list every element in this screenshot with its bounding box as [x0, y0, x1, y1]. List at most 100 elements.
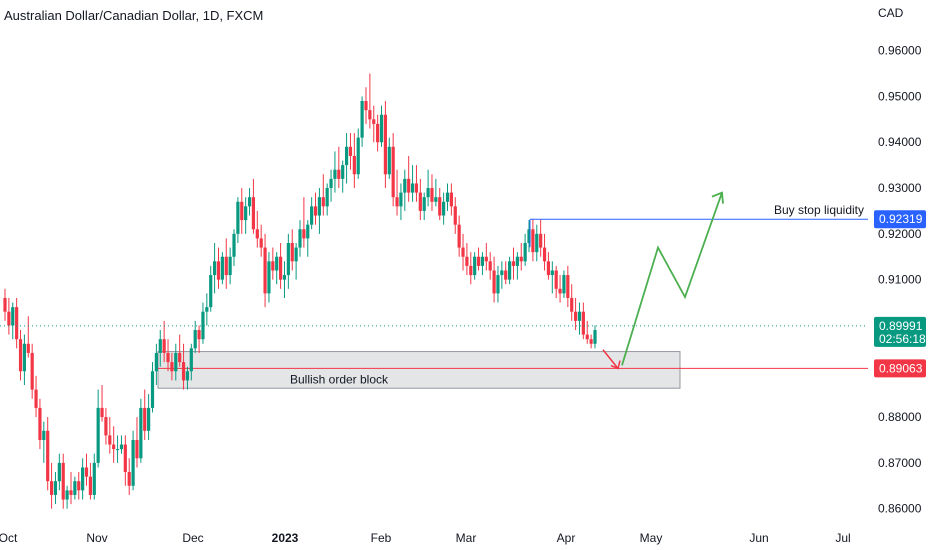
candle-body: [294, 247, 298, 262]
projection-path: [621, 192, 723, 366]
x-tick-label: Jul: [835, 531, 850, 545]
candle-body: [131, 439, 135, 486]
order-block-price-text: 0.89063: [879, 361, 923, 375]
candle-body: [410, 183, 415, 193]
candle-body: [341, 165, 345, 179]
candle-body: [461, 247, 465, 257]
x-tick-label: Dec: [182, 531, 203, 545]
candle-body: [11, 307, 15, 326]
candle-body: [275, 256, 279, 271]
drop-arrow-line: [602, 349, 619, 369]
candle-body: [523, 243, 527, 262]
current-price-text: 0.89991: [879, 319, 923, 333]
y-tick-label: 0.93000: [878, 181, 922, 195]
candle-body: [119, 444, 124, 450]
candle-body: [573, 311, 578, 321]
y-tick-label: 0.88000: [878, 410, 922, 424]
candle-body: [519, 256, 523, 262]
candle-body: [15, 307, 19, 340]
candle-body: [589, 339, 593, 344]
candle-body: [504, 270, 508, 280]
candle-body: [81, 467, 85, 491]
candle-body: [240, 201, 244, 221]
candle-body: [414, 183, 419, 193]
projection-arrow-head: [711, 191, 724, 204]
candle-body: [73, 481, 77, 495]
candle-body: [453, 206, 457, 225]
candle-body: [387, 146, 391, 175]
order-block-label: Bullish order block: [290, 372, 389, 386]
candle-body: [566, 275, 570, 298]
candle-body: [213, 261, 217, 276]
y-tick-label: 0.91000: [878, 273, 922, 287]
candle-body: [344, 146, 349, 166]
candle-body: [290, 243, 294, 262]
candle-body: [368, 110, 372, 120]
candle-body: [356, 137, 360, 175]
candle-body: [531, 229, 535, 253]
candle-body: [581, 311, 585, 335]
candle-body: [49, 481, 54, 495]
buy-stop-label: Buy stop liquidity: [774, 203, 864, 217]
drop-arrow-head: [610, 360, 621, 370]
candle-body: [92, 462, 96, 495]
candle-body: [511, 261, 516, 266]
candle-body: [108, 435, 112, 445]
candle-body: [251, 197, 256, 230]
candle-body: [154, 352, 158, 372]
candle-body: [469, 265, 473, 276]
candle-body: [271, 261, 275, 271]
candle-body: [158, 339, 162, 353]
candle-body: [352, 155, 356, 175]
candle-body: [399, 192, 403, 207]
candle-body: [546, 261, 551, 276]
candle-body: [457, 224, 461, 248]
y-tick-label: 0.96000: [878, 44, 922, 58]
candle-body: [298, 229, 302, 248]
candle-body: [3, 297, 7, 312]
candle-body: [379, 114, 384, 143]
candle-body: [449, 192, 453, 207]
candle-body: [7, 311, 11, 326]
candle-body: [310, 206, 314, 225]
candle-body: [100, 407, 104, 418]
x-tick-label: Jun: [749, 531, 768, 545]
candle-body: [562, 275, 566, 294]
candle-body: [104, 417, 108, 436]
candle-body: [193, 330, 197, 349]
candle-body: [554, 270, 558, 289]
candle-body: [30, 352, 34, 390]
candle-body: [197, 330, 201, 340]
candle-body: [185, 371, 190, 381]
candle-body: [321, 197, 325, 207]
chart-title: Australian Dollar/Canadian Dollar, 1D, F…: [4, 8, 264, 23]
candle-body: [34, 389, 38, 408]
candle-body: [224, 256, 228, 276]
candle-body: [325, 188, 329, 207]
candle-body: [123, 444, 127, 473]
candle-body: [112, 444, 116, 450]
x-tick-label: Oct: [0, 531, 18, 545]
candle-body: [539, 233, 543, 248]
candle-body: [527, 229, 531, 243]
x-tick-label: 2023: [272, 531, 299, 545]
candle-body: [508, 261, 512, 280]
time-axis[interactable]: Oct Nov Dec 2023 Feb Mar Apr May Jun Jul: [0, 531, 851, 545]
price-axis[interactable]: CAD0.960000.950000.940000.930000.920000.…: [878, 6, 922, 516]
candle-body: [364, 101, 368, 111]
x-tick-label: May: [640, 531, 663, 545]
candle-body: [515, 256, 519, 266]
candle-body: [395, 197, 399, 207]
candle-body: [473, 256, 477, 276]
currency-label: CAD: [878, 6, 904, 20]
candle-body: [496, 275, 500, 294]
order-block-zone: [157, 351, 681, 389]
candle-body: [376, 123, 380, 143]
candle-body: [426, 188, 430, 198]
candle-body: [189, 348, 193, 372]
candle-body: [69, 490, 73, 495]
x-tick-label: Feb: [371, 531, 392, 545]
x-tick-label: Apr: [557, 531, 576, 545]
